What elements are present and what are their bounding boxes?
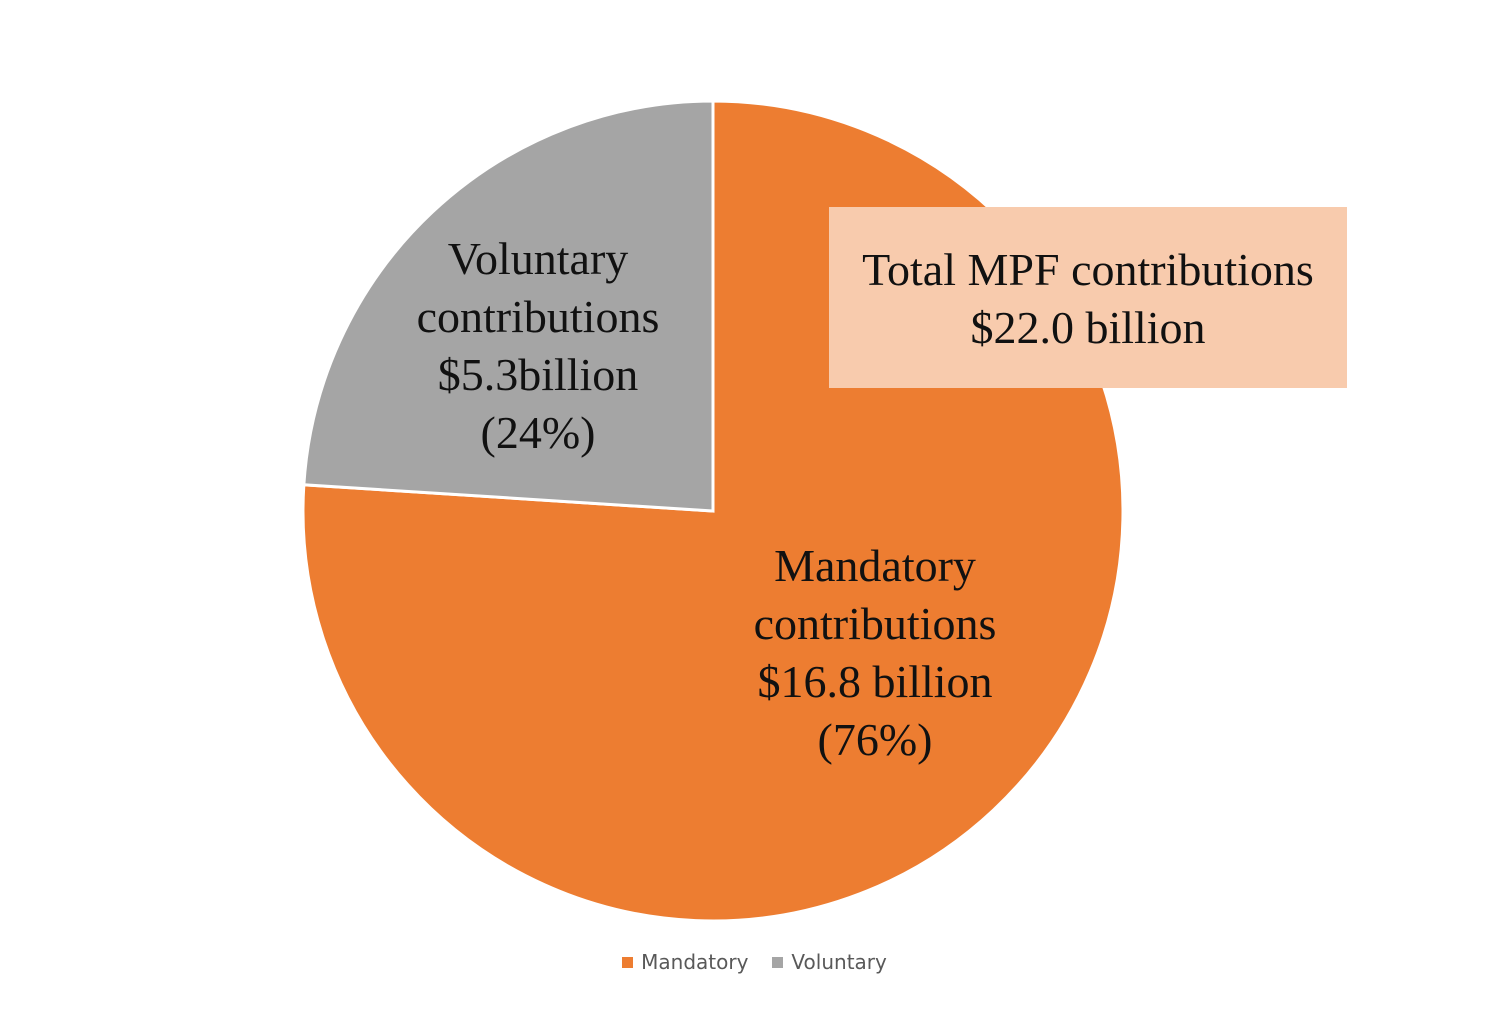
legend-item-voluntary: Voluntary — [772, 950, 887, 974]
total-contributions-box: Total MPF contributions $22.0 billion — [829, 207, 1347, 388]
total-label-line: $22.0 billion — [970, 302, 1206, 353]
legend-label-voluntary: Voluntary — [791, 950, 887, 974]
legend-swatch-voluntary — [772, 956, 784, 968]
legend-swatch-mandatory — [622, 956, 634, 968]
voluntary-label-line: Voluntary — [447, 233, 629, 284]
voluntary-slice-label: Voluntary contributions $5.3billion (24%… — [388, 230, 688, 462]
legend-item-mandatory: Mandatory — [622, 950, 748, 974]
mandatory-label-line: Mandatory — [774, 540, 976, 591]
mandatory-label-line: contributions — [753, 598, 997, 649]
mandatory-slice-label: Mandatory contributions $16.8 billion (7… — [705, 537, 1045, 769]
total-label-line: Total MPF contributions — [862, 244, 1314, 295]
mandatory-label-line: (76%) — [817, 714, 933, 765]
mandatory-label-line: $16.8 billion — [757, 656, 993, 707]
pie-slice-voluntary — [302, 99, 715, 513]
legend-label-mandatory: Mandatory — [641, 950, 749, 974]
voluntary-label-line: contributions — [416, 291, 660, 342]
voluntary-label-line: (24%) — [480, 407, 596, 458]
voluntary-label-line: $5.3billion — [437, 349, 639, 400]
chart-legend: Mandatory Voluntary — [0, 950, 1509, 974]
